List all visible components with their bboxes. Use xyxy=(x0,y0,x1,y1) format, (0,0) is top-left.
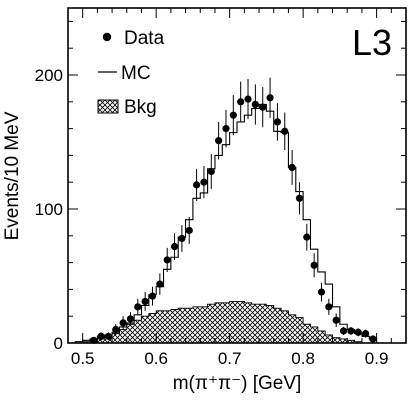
bkg-bar xyxy=(317,330,326,343)
bkg-bar xyxy=(200,306,208,343)
x-tick-label: 0.7 xyxy=(218,349,242,368)
data-point xyxy=(310,261,318,269)
data-point xyxy=(369,335,377,343)
bkg-bar xyxy=(192,306,201,343)
data-point xyxy=(354,328,362,336)
data-point xyxy=(104,332,113,340)
bkg-bar xyxy=(229,301,237,343)
data-point xyxy=(244,95,252,103)
plot-frame xyxy=(67,7,407,344)
bkg-bar xyxy=(214,302,223,343)
x-tick-label: 0.6 xyxy=(144,349,168,368)
data-point xyxy=(332,316,340,324)
panel-label: L3 xyxy=(352,22,392,63)
data-point xyxy=(273,118,282,126)
bkg-bar xyxy=(347,340,355,343)
data-point xyxy=(185,226,193,235)
y-tick-label: 100 xyxy=(35,200,63,219)
data-point xyxy=(156,280,164,288)
bkg-bar xyxy=(303,324,311,343)
legend-label-mc: MC xyxy=(121,63,151,84)
data-point xyxy=(251,100,259,109)
bkg-bar xyxy=(170,309,179,343)
bkg-bar xyxy=(163,310,171,343)
y-tick-label: 0 xyxy=(54,334,63,353)
data-point xyxy=(361,330,370,338)
x-tick-label: 0.5 xyxy=(71,349,95,368)
data-point xyxy=(141,297,149,306)
data-point xyxy=(178,234,186,243)
data-points xyxy=(90,77,377,344)
data-point xyxy=(192,181,201,189)
data-point xyxy=(97,332,105,340)
legend-dot-marker xyxy=(102,32,112,42)
data-point xyxy=(266,94,274,102)
data-point xyxy=(119,319,127,327)
data-point xyxy=(163,256,171,264)
bkg-bar xyxy=(156,310,164,343)
bkg-bar xyxy=(222,302,230,343)
bkg-bar xyxy=(310,326,318,343)
bkg-bar xyxy=(207,304,215,343)
bkg-bar xyxy=(295,317,304,343)
data-point xyxy=(325,303,333,311)
data-point xyxy=(295,194,304,202)
data-point xyxy=(134,303,142,311)
mc-step-line xyxy=(68,103,378,344)
data-point xyxy=(229,111,237,119)
bkg-bar xyxy=(97,338,105,343)
mc-histogram xyxy=(68,103,378,344)
bkg-bar xyxy=(251,304,260,343)
data-point xyxy=(90,336,98,344)
axis-ticks: 0.5 0.6 0.7 0.8 0.9 0 100 200 xyxy=(35,8,407,368)
x-axis-title: m(π⁺π⁻) [GeV] xyxy=(173,373,302,394)
bkg-bar xyxy=(266,305,274,343)
bkg-bar xyxy=(273,308,282,343)
legend-label-bkg: Bkg xyxy=(124,97,157,118)
data-point xyxy=(339,327,348,335)
bkg-bar xyxy=(126,324,135,343)
bkg-bar xyxy=(325,334,333,343)
data-point xyxy=(148,292,157,300)
bkg-bar xyxy=(148,313,157,343)
legend-entry-data: Data xyxy=(102,28,165,49)
x-tick-label: 0.9 xyxy=(365,349,389,368)
bkg-bar xyxy=(237,301,245,343)
data-point xyxy=(347,327,355,335)
legend-label-data: Data xyxy=(124,28,165,49)
data-point xyxy=(281,127,289,135)
data-point xyxy=(207,167,215,176)
x-tick-label: 0.8 xyxy=(291,349,315,368)
data-point xyxy=(215,137,223,145)
data-point xyxy=(317,288,326,296)
legend-entry-bkg: Bkg xyxy=(97,97,157,118)
bkg-bar xyxy=(244,302,252,343)
data-point xyxy=(237,98,245,106)
data-point xyxy=(288,163,296,172)
bkg-bar xyxy=(119,329,127,343)
bkg-bar xyxy=(134,320,142,343)
bkg-bar xyxy=(339,338,348,343)
legend-hatched-box-marker xyxy=(97,99,119,114)
bkg-bar xyxy=(281,310,289,343)
bkg-bar xyxy=(185,308,193,343)
y-tick-label: 200 xyxy=(35,66,63,85)
bkg-bar xyxy=(259,304,267,343)
data-point xyxy=(170,242,179,251)
bkg-bar xyxy=(178,308,186,343)
data-point xyxy=(222,125,230,133)
data-point xyxy=(259,103,267,111)
bkg-bar xyxy=(141,316,149,343)
data-point xyxy=(200,178,208,186)
y-axis-title: Events/10 MeV xyxy=(2,111,23,240)
bkg-bar xyxy=(332,337,340,343)
data-point xyxy=(112,326,120,334)
data-point xyxy=(126,315,135,323)
bkg-bar xyxy=(112,333,120,343)
data-point xyxy=(303,233,311,241)
bkg-bar xyxy=(288,314,296,343)
legend: Data MC Bkg xyxy=(97,28,165,118)
legend-entry-mc: MC xyxy=(98,63,151,84)
